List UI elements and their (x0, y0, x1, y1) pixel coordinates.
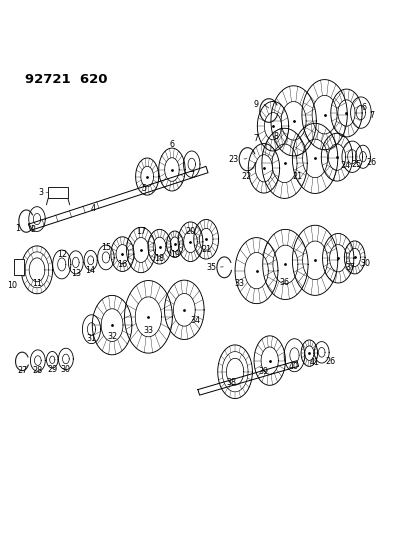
Text: 27: 27 (17, 366, 27, 375)
Text: 1: 1 (15, 224, 21, 233)
Text: 13: 13 (71, 269, 81, 278)
Text: 37: 37 (345, 263, 355, 272)
Text: 21: 21 (201, 246, 211, 254)
Text: 7: 7 (252, 134, 258, 143)
Text: 14: 14 (85, 266, 95, 275)
Text: 7: 7 (189, 171, 194, 180)
Text: 4: 4 (91, 204, 96, 213)
Text: 8: 8 (273, 132, 278, 141)
Text: 32: 32 (107, 332, 117, 341)
Text: 36: 36 (279, 278, 289, 287)
Text: 19: 19 (169, 251, 179, 260)
Text: 25: 25 (350, 160, 361, 168)
Text: 9: 9 (252, 100, 258, 109)
Polygon shape (28, 166, 207, 230)
Polygon shape (197, 361, 298, 395)
Text: 26: 26 (365, 158, 375, 167)
Text: 7: 7 (368, 110, 374, 119)
Text: 30: 30 (360, 259, 370, 268)
Text: 28: 28 (33, 366, 43, 375)
Text: 33: 33 (143, 326, 153, 335)
Text: 6: 6 (169, 140, 174, 149)
Text: 34: 34 (190, 316, 200, 325)
Text: 26: 26 (325, 357, 335, 366)
Text: 24: 24 (339, 161, 349, 170)
Text: 6: 6 (361, 103, 366, 112)
Text: 35: 35 (206, 263, 216, 272)
Text: 21: 21 (292, 172, 302, 181)
Text: 15: 15 (101, 244, 111, 253)
Text: 39: 39 (258, 367, 268, 376)
Text: 12: 12 (57, 249, 66, 259)
Text: 11: 11 (32, 279, 42, 287)
Text: 2: 2 (30, 225, 36, 234)
Text: 30: 30 (61, 365, 71, 374)
Text: 20: 20 (185, 227, 195, 236)
Text: 17: 17 (135, 227, 146, 236)
Text: 18: 18 (154, 254, 164, 263)
Text: 5: 5 (141, 184, 146, 193)
Text: 38: 38 (226, 378, 236, 387)
Text: 40: 40 (288, 362, 298, 371)
Text: 3: 3 (38, 188, 43, 197)
Text: 16: 16 (117, 260, 127, 269)
Bar (48, 187, 68, 198)
Text: 33: 33 (234, 279, 244, 287)
Text: 23: 23 (228, 155, 238, 164)
Bar (14, 259, 24, 274)
Text: 41: 41 (309, 358, 318, 367)
Text: 31: 31 (86, 334, 96, 343)
Text: 92721  620: 92721 620 (25, 74, 108, 86)
Text: 29: 29 (47, 365, 57, 374)
Text: 10: 10 (7, 280, 17, 289)
Text: 22: 22 (241, 172, 251, 181)
